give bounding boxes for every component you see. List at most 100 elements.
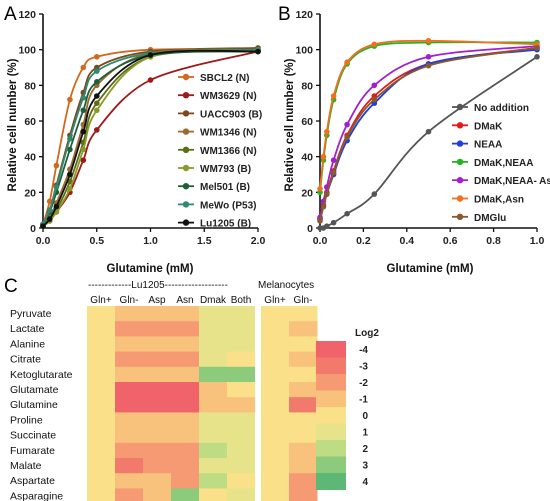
heatmap-cell <box>261 427 290 444</box>
chart-a-legend-label: WM3629 (N) <box>200 91 257 102</box>
chart-a-legend-label: WM1346 (N) <box>200 128 257 139</box>
heatmap-row-label: Glutamine <box>10 399 58 411</box>
chart-a-legend-label: SBCL2 (N) <box>200 73 249 84</box>
heatmap-cell <box>227 351 256 368</box>
chart-b-data-point <box>371 191 378 197</box>
heatmap-cell <box>227 382 256 398</box>
heatmap-cell <box>227 336 256 353</box>
heatmap-cell <box>227 321 256 337</box>
heatmap-cell <box>199 488 228 501</box>
heatmap-cell <box>289 397 318 413</box>
colorbar-tick-label: -1 <box>359 395 368 406</box>
heatmap-cell <box>261 321 290 337</box>
chart-a-legend-swatch <box>182 201 190 208</box>
colorbar-swatch <box>316 456 346 474</box>
heatmap-cell <box>87 488 116 501</box>
heatmap-cell <box>261 382 290 398</box>
colorbar-tick-label: 4 <box>362 477 368 488</box>
chart-b-data-point <box>371 82 378 89</box>
chart-a-xtick-label: 2.0 <box>251 235 266 247</box>
heatmap-cell <box>289 321 318 337</box>
heatmap-column-label: Gln- <box>120 295 139 306</box>
heatmap-column-label: Dmak <box>200 295 227 306</box>
heatmap-cell <box>227 427 256 444</box>
heatmap-cell <box>87 427 116 444</box>
heatmap-cell <box>115 336 144 353</box>
chart-b-ylabel: Relative cell number (%) <box>284 58 296 191</box>
heatmap-cell <box>171 412 200 429</box>
colorbar-swatch <box>316 390 346 408</box>
chart-a-data-point <box>80 128 87 135</box>
heatmap-cell <box>171 336 200 353</box>
heatmap-cell <box>115 366 144 383</box>
chart-b-xtick-label: 0.2 <box>356 235 371 247</box>
chart-a-legend-label: MeWo (P53) <box>200 200 257 211</box>
chart-b-data-point <box>320 203 327 210</box>
chart-a-legend-swatch <box>182 164 190 172</box>
chart-b-data-point <box>425 62 432 69</box>
heatmap-row-label: Lactate <box>10 323 45 335</box>
chart-b-data-point <box>324 191 330 197</box>
chart-b-legend-swatch <box>456 213 464 220</box>
heatmap-group-melanocytes: Melanocytes <box>258 280 314 291</box>
chart-b-data-point <box>330 219 337 226</box>
chart-a-xtick-label: 1.0 <box>143 235 158 247</box>
chart-a-data-point <box>80 64 87 71</box>
chart-b-data-point <box>330 157 337 163</box>
heatmap-cell <box>199 397 228 413</box>
chart-b-ytick-label: 80 <box>301 80 313 92</box>
colorbar-swatch <box>316 341 346 358</box>
chart-a-data-point <box>94 107 100 114</box>
chart-a: 0.0 0.5 1.0 1.5 2.0 0 20 40 60 80 100 120 SBCL2 (N) W… <box>18 9 265 247</box>
chart-b-legend-label: DMGlu <box>474 213 506 224</box>
heatmap-cell <box>171 458 200 474</box>
chart-a-xtick-label: 0.0 <box>36 235 51 247</box>
colorbar: -4 -3 -2 -1 0 1 2 3 4 <box>316 341 368 490</box>
chart-a-data-point <box>255 48 261 55</box>
heatmap-cell <box>199 442 228 459</box>
heatmap-cell <box>171 351 200 368</box>
chart-b: 0.0 0.2 0.4 0.6 0.8 1.0 0 20 40 60 80 100 120 No addi… <box>295 9 550 247</box>
chart-b-data-point <box>317 218 323 224</box>
chart-b-legend-label: No addition <box>474 103 529 114</box>
colorbar-swatch <box>316 473 346 490</box>
heatmap-cell <box>261 473 290 489</box>
heatmap-cell <box>87 351 116 368</box>
chart-a-ytick-label: 120 <box>18 9 36 21</box>
heatmap-row-label: Succinate <box>10 430 56 442</box>
chart-b-ytick-label: 60 <box>301 116 313 128</box>
chart-b-data-point <box>344 121 350 128</box>
heatmap-cell <box>143 427 172 444</box>
chart-a-data-point <box>94 127 100 133</box>
heatmap-cell <box>227 473 256 489</box>
colorbar-tick-label: 0 <box>362 411 368 422</box>
chart-b-xtick-label: 0.4 <box>399 235 414 247</box>
chart-a-data-point <box>94 79 100 85</box>
chart-a-legend-swatch <box>182 183 190 190</box>
heatmap-cell <box>199 473 228 489</box>
colorbar-tick-label: -2 <box>359 378 368 389</box>
chart-a-legend-swatch <box>182 146 190 153</box>
heatmap-group-separator <box>255 306 261 501</box>
chart-b-data-point <box>344 59 350 65</box>
heatmap-cell <box>115 351 144 368</box>
chart-a-data-point <box>53 184 60 190</box>
heatmap-cell <box>115 488 144 501</box>
heatmap-row-label: Aspartate <box>10 475 55 487</box>
heatmap-cell <box>143 442 172 459</box>
heatmap-cell <box>199 458 228 474</box>
heatmap-column-label: Gln- <box>294 295 313 306</box>
chart-a-xtick-label: 1.5 <box>197 235 212 247</box>
heatmap-cell <box>143 336 172 353</box>
heatmap-cell <box>115 458 144 474</box>
chart-a-data-point <box>80 157 87 163</box>
chart-a-data-point <box>46 207 53 213</box>
heatmap-cell <box>115 382 144 398</box>
heatmap-column-label: Gln+ <box>90 295 112 306</box>
heatmap-cell <box>199 427 228 444</box>
chart-b-xtick-label: 0.0 <box>313 235 328 247</box>
heatmap-cell <box>227 458 256 474</box>
heatmap-cell <box>143 488 172 501</box>
colorbar-tick-label: 3 <box>362 461 368 472</box>
chart-b-legend-label: DMaK <box>474 121 503 132</box>
